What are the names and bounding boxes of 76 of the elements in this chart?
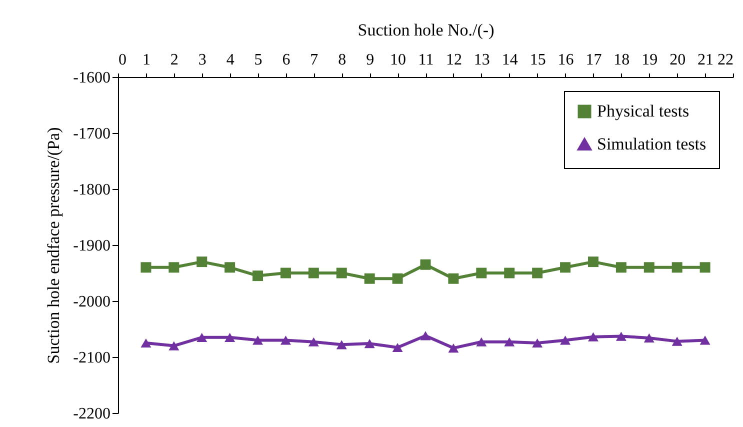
point	[392, 342, 403, 352]
point	[224, 332, 236, 342]
y-tick-label: -1700	[73, 126, 110, 142]
point	[644, 333, 654, 342]
point	[700, 336, 710, 345]
point	[168, 262, 180, 273]
y-tick-label: -1900	[73, 238, 110, 254]
point	[168, 341, 180, 350]
x-tick-label: 13	[474, 52, 490, 68]
point	[560, 262, 571, 273]
x-tick-label: 9	[366, 52, 374, 68]
point	[448, 344, 459, 353]
point	[588, 332, 598, 342]
x-tick-label: 0	[118, 52, 126, 68]
y-tick-label: -2000	[73, 294, 110, 310]
point	[224, 262, 236, 273]
point	[252, 270, 264, 282]
x-tick-label: 12	[446, 52, 462, 68]
x-tick-label: 6	[282, 52, 290, 68]
point	[616, 332, 626, 341]
x-tick-label: 7	[310, 52, 318, 68]
point	[616, 262, 626, 273]
x-tick-label: 16	[558, 52, 574, 68]
x-tick-label: 15	[530, 52, 546, 68]
x-tick-label: 1	[142, 52, 150, 68]
x-tick-label: 22	[718, 52, 734, 68]
x-tick-label: 8	[338, 52, 346, 68]
point	[504, 337, 515, 346]
point	[420, 259, 431, 270]
point	[140, 262, 152, 273]
x-tick-label: 3	[198, 52, 206, 68]
y-axis-title: Suction hole endface pressure/(Pa)	[44, 127, 64, 364]
point	[364, 273, 375, 284]
point	[532, 268, 543, 278]
point	[504, 268, 515, 278]
point	[588, 256, 598, 268]
point	[700, 262, 710, 273]
point	[448, 273, 459, 284]
point	[392, 273, 403, 284]
x-tick-label: 18	[614, 52, 630, 68]
x-tick-label: 14	[502, 52, 518, 68]
x-tick-label: 10	[390, 52, 406, 68]
point	[672, 262, 682, 273]
y-tick-label: -2200	[73, 406, 110, 422]
x-tick-label: 20	[670, 52, 686, 68]
point	[336, 340, 347, 350]
point	[336, 268, 347, 278]
x-tick-label: 19	[642, 52, 658, 68]
y-tick-label: -1600	[73, 70, 110, 86]
point	[196, 332, 208, 342]
point	[420, 331, 431, 340]
x-tick-label: 21	[698, 52, 714, 68]
point	[560, 336, 571, 345]
point	[476, 268, 487, 278]
point	[196, 256, 208, 268]
point	[252, 336, 264, 345]
point	[140, 338, 152, 348]
point	[364, 339, 375, 348]
x-tick-label: 11	[418, 52, 434, 68]
point	[280, 268, 291, 278]
point	[308, 268, 319, 278]
legend-label: Physical tests	[597, 102, 690, 120]
point	[644, 262, 654, 273]
x-tick-label: 2	[170, 52, 178, 68]
x-tick-label: 4	[226, 52, 234, 68]
x-axis-title: Suction hole No./(-)	[358, 20, 494, 40]
legend-label: Simulation tests	[597, 134, 706, 154]
point	[672, 336, 682, 346]
point	[532, 338, 543, 348]
point	[476, 337, 487, 346]
y-tick-label: -1800	[73, 182, 110, 198]
point	[280, 336, 291, 345]
x-tick-label: 17	[586, 52, 602, 68]
x-tick-label: 5	[254, 52, 262, 68]
y-tick-label: -2100	[73, 350, 110, 366]
point	[308, 337, 319, 346]
